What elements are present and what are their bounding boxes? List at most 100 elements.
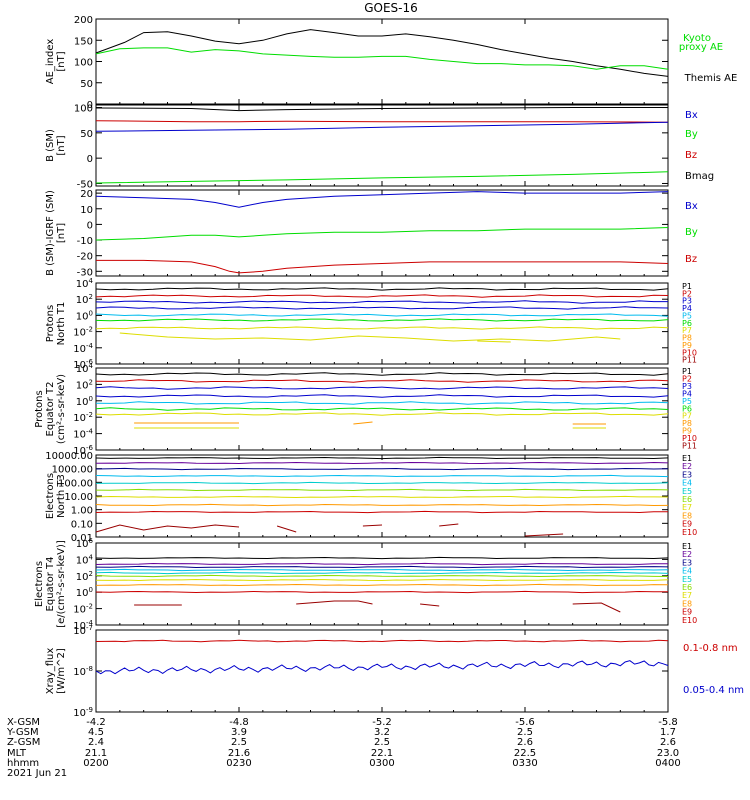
legend-entry-5-0: E1 [682, 454, 692, 463]
panel-4: 104 102 100 10-2 10-4 10-6 Protons North T1 P1P2… [45, 277, 697, 371]
legend-entry-6-9: E10 [682, 616, 697, 625]
y-axis-label-6-2: [e/(cm²-s-sr-keV)] [56, 540, 67, 628]
x-axis-value-1-2: 3.2 [374, 727, 390, 738]
y-tick-label-6-5: 10-4 [73, 619, 93, 632]
y-tick-label-5-2: 100.00 [58, 478, 93, 489]
y-axis-label-1-0: B (SM) [45, 129, 56, 162]
panel-frame-0 [95, 18, 669, 105]
legend-entry-5-2: E3 [682, 470, 692, 479]
series-line-5-11 [362, 524, 383, 527]
series-line-3-2 [95, 300, 668, 304]
plot-title: GOES-16 [364, 1, 418, 15]
legend-entry-3-6: P7 [682, 326, 692, 335]
x-axis-value-3-2: 22.1 [371, 748, 393, 759]
x-axis-value-4-4: 0400 [655, 758, 680, 769]
series-line-6-11 [420, 603, 440, 607]
y-tick-label-0-2: 100 [74, 58, 93, 69]
y-tick-label-4-5: 10-6 [73, 444, 93, 457]
series-line-3-1 [95, 294, 669, 298]
x-axis-value-4-3: 0330 [512, 758, 537, 769]
y-tick-label-3-4: 10-4 [73, 342, 93, 355]
x-axis-value-0-2: -5.2 [372, 717, 392, 728]
legend-entry-0-1: proxy AE [679, 42, 723, 53]
x-axis-value-3-1: 21.6 [228, 748, 250, 759]
legend-entry-6-6: E7 [682, 591, 692, 600]
x-axis-row-label-0: X-GSM [7, 717, 40, 728]
y-tick-label-1-3: 100 [74, 104, 93, 115]
y-tick-label-3-3: 10-2 [73, 326, 93, 339]
y-tick-label-5-5: 0.10 [71, 519, 93, 530]
series-line-1-1 [95, 120, 669, 123]
legend-entry-5-4: E5 [682, 487, 692, 496]
legend-entry-4-10: P11 [682, 442, 697, 451]
series-line-2-0 [95, 191, 669, 208]
legend-entry-1-2: Bz [685, 150, 697, 161]
legend-entry-6-8: E9 [682, 608, 692, 617]
x-axis-value-3-4: 23.0 [657, 748, 679, 759]
series-line-6-3 [95, 568, 669, 572]
legend-entry-5-9: E10 [682, 528, 697, 537]
legend-entry-3-2: P3 [682, 297, 692, 306]
y-axis-label-7-0: Xray_flux [45, 648, 56, 695]
y-tick-label-4-4: 10-4 [73, 428, 93, 441]
y-tick-label-3-5: 10-6 [73, 358, 93, 371]
legend-entry-4-0: P1 [682, 367, 692, 376]
series-line-6-2 [95, 565, 669, 569]
y-tick-label-5-6: 0.01 [71, 533, 93, 544]
y-tick-label-0-4: 200 [74, 15, 93, 26]
legend-entry-6-2: E3 [682, 558, 692, 567]
y-tick-label-4-2: 100 [76, 395, 93, 408]
y-tick-label-0-0: 0 [87, 100, 93, 111]
series-line-6-0 [95, 556, 669, 560]
y-tick-label-3-1: 102 [76, 293, 93, 306]
y-tick-label-1-0: -50 [77, 179, 93, 190]
y-tick-label-7-2: 10-9 [73, 706, 93, 719]
panel-6: 10000.00 1000.00 100.00 10.00 1.00 0.10 0.01 El… [45, 451, 697, 544]
series-line-5-8 [95, 510, 669, 514]
legend-entry-6-3: E4 [682, 567, 692, 576]
legend-entry-4-8: P9 [682, 427, 692, 436]
panel-frame-5 [95, 454, 669, 538]
y-tick-label-0-1: 50 [80, 79, 93, 90]
y-axis-label-2-1: [nT] [56, 223, 67, 243]
y-tick-label-5-4: 1.00 [71, 506, 93, 517]
panel-8: 10-7 10-8 10-9 Xray_flux [W/m^2] 0.1-0.8 nm 0.… [45, 624, 744, 719]
y-tick-label-7-1: 10-8 [73, 665, 93, 678]
legend-entry-3-3: P4 [682, 304, 692, 313]
y-tick-label-6-4: 10-2 [73, 603, 93, 616]
y-tick-label-2-3: 0 [87, 220, 93, 231]
panel-7: 106 104 102 100 10-2 10-4 Electrons Equator T4[… [34, 537, 697, 632]
legend-entry-3-5: P6 [682, 319, 692, 328]
y-axis-label-3-0: Protons [45, 305, 56, 342]
series-line-4-5 [95, 407, 669, 411]
x-axis-value-2-4: 2.6 [660, 737, 676, 748]
x-axis-row-label-2: Z-GSM [7, 737, 40, 748]
legend-entry-0-2: Themis AE [684, 73, 738, 84]
series-line-3-7 [119, 332, 621, 342]
x-axis-value-0-4: -5.8 [658, 717, 678, 728]
x-axis-value-2-3: 2.6 [517, 737, 533, 748]
series-line-5-13 [524, 533, 564, 537]
y-tick-label-1-1: 0 [87, 154, 93, 165]
legend-entry-6-7: E8 [682, 599, 692, 608]
y-tick-label-6-1: 104 [76, 553, 94, 566]
series-line-1-0 [95, 107, 668, 112]
x-axis-row-label-4: hhmm [7, 758, 39, 769]
panel-frame-7 [95, 629, 669, 713]
y-axis-label-0-1: [nT] [56, 51, 67, 71]
x-axis-value-4-1: 0230 [226, 758, 251, 769]
series-line-4-2 [95, 386, 669, 390]
series-line-6-7 [95, 583, 669, 587]
legend-entry-6-4: E5 [682, 575, 692, 584]
series-line-6-1 [95, 562, 669, 566]
series-line-3-5 [95, 318, 669, 322]
x-axis-value-2-0: 2.4 [88, 737, 104, 748]
legend-entry-4-5: P6 [682, 404, 692, 413]
series-line-5-9 [95, 524, 240, 533]
series-line-0-0 [95, 29, 669, 77]
panel-frame-6 [95, 542, 669, 626]
legend-entry-6-1: E2 [682, 550, 692, 559]
legend-entry-3-7: P8 [682, 334, 692, 343]
series-line-4-0 [95, 372, 669, 376]
